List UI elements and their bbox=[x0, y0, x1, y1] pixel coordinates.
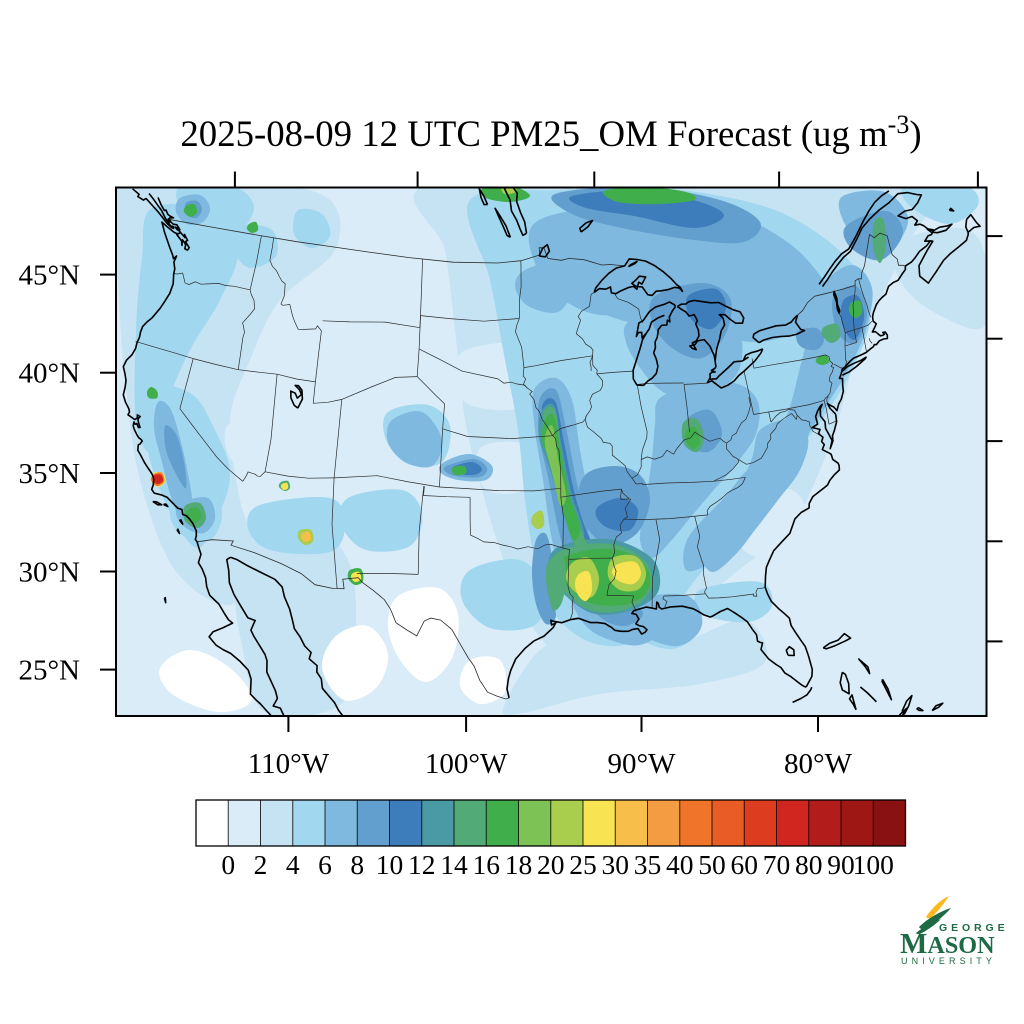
svg-text:25°N: 25°N bbox=[18, 655, 80, 687]
svg-text:14: 14 bbox=[440, 849, 468, 880]
svg-text:8: 8 bbox=[350, 849, 364, 880]
svg-text:12: 12 bbox=[408, 849, 436, 880]
svg-text:90°W: 90°W bbox=[608, 748, 677, 780]
svg-text:UNIVERSITY: UNIVERSITY bbox=[901, 956, 996, 966]
svg-text:80°W: 80°W bbox=[784, 748, 853, 780]
svg-text:35°N: 35°N bbox=[18, 458, 80, 490]
svg-text:30°N: 30°N bbox=[18, 557, 80, 589]
svg-text:6: 6 bbox=[318, 849, 332, 880]
svg-text:10: 10 bbox=[376, 849, 404, 880]
svg-text:40°N: 40°N bbox=[18, 358, 80, 390]
svg-text:16: 16 bbox=[472, 849, 500, 880]
svg-text:60: 60 bbox=[730, 849, 758, 880]
svg-text:2: 2 bbox=[254, 849, 268, 880]
svg-text:70: 70 bbox=[763, 849, 791, 880]
svg-text:35: 35 bbox=[634, 849, 662, 880]
svg-text:2025-08-09 12 UTC PM25_OM Fore: 2025-08-09 12 UTC PM25_OM Forecast (ug m… bbox=[180, 110, 921, 154]
svg-text:110°W: 110°W bbox=[248, 748, 330, 780]
svg-text:0: 0 bbox=[221, 849, 235, 880]
svg-text:25: 25 bbox=[569, 849, 597, 880]
svg-text:90: 90 bbox=[827, 849, 855, 880]
svg-text:40: 40 bbox=[666, 849, 694, 880]
svg-text:20: 20 bbox=[537, 849, 565, 880]
svg-text:GEORGE: GEORGE bbox=[939, 922, 1009, 934]
svg-text:45°N: 45°N bbox=[18, 260, 80, 292]
svg-text:100: 100 bbox=[853, 849, 894, 880]
svg-text:MASON: MASON bbox=[900, 928, 995, 960]
svg-text:4: 4 bbox=[286, 849, 300, 880]
svg-text:50: 50 bbox=[698, 849, 726, 880]
svg-text:80: 80 bbox=[795, 849, 823, 880]
svg-text:18: 18 bbox=[505, 849, 533, 880]
svg-text:100°W: 100°W bbox=[425, 748, 508, 780]
svg-text:30: 30 bbox=[601, 849, 629, 880]
